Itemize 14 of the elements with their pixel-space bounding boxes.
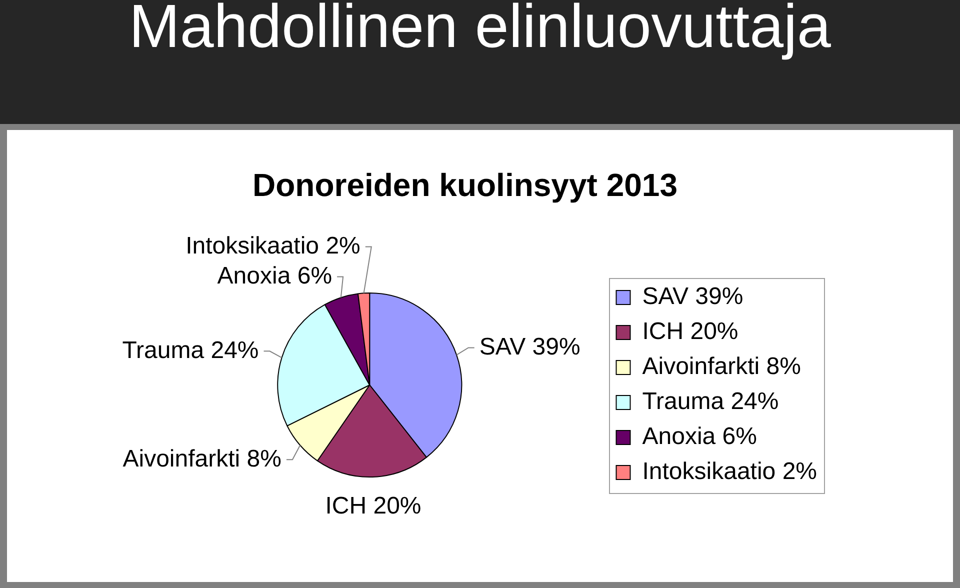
legend-label: ICH 20% [642,318,738,346]
legend-label: Anoxia 6% [642,423,757,450]
data-label: Anoxia 6% [217,262,332,290]
chart-subtitle: Donoreiden kuolinsyyt 2013 [251,166,678,204]
chart-title: Mahdollinen elinluovuttaja [128,0,832,60]
data-label: Intoksikaatio 2% [186,232,360,260]
data-label: ICH 20% [325,492,422,520]
legend-label: Trauma 24% [642,388,779,416]
legend-label: Aivoinfarkti 8% [642,353,801,380]
legend-label: Intoksikaatio 2% [642,458,818,486]
data-label: SAV 39% [479,333,580,360]
data-label: Trauma 24% [122,336,259,364]
data-label: Aivoinfarkti 8% [122,445,282,472]
legend-label: SAV 39% [642,283,744,310]
